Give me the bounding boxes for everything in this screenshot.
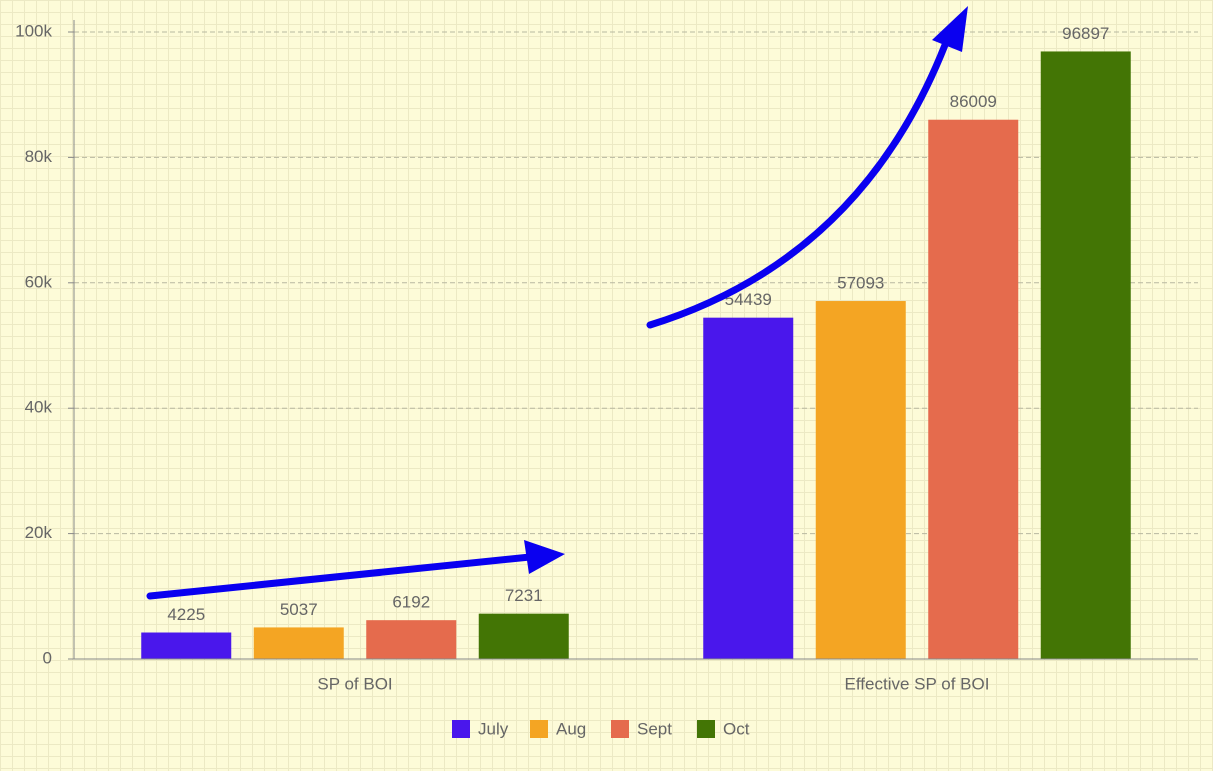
y-tick-label: 100k	[15, 21, 52, 40]
legend-label: Aug	[556, 719, 586, 738]
y-tick-label: 80k	[25, 147, 53, 166]
bar	[253, 627, 344, 659]
y-tick-label: 60k	[25, 272, 53, 291]
y-tick-label: 20k	[25, 523, 53, 542]
legend-swatch	[697, 720, 715, 738]
x-tick-label: SP of BOI	[317, 674, 392, 693]
bar	[141, 632, 232, 659]
trend-arrow	[146, 540, 565, 600]
value-label: 4225	[167, 605, 205, 624]
bar	[366, 620, 457, 659]
y-tick-label: 0	[43, 648, 52, 667]
plot: 0 20k 40k 60k 80k 100k SP of BOI 4225 5037 6192 72…	[15, 21, 1198, 738]
legend-swatch	[452, 720, 470, 738]
legend-label: Sept	[637, 719, 672, 738]
value-label: 86009	[950, 92, 997, 111]
bar	[815, 301, 906, 659]
value-label: 57093	[837, 274, 884, 293]
legend-label: July	[478, 719, 509, 738]
value-label: 96897	[1062, 24, 1109, 43]
legend-swatch	[530, 720, 548, 738]
legend-label: Oct	[723, 719, 750, 738]
bar	[478, 613, 569, 659]
value-label: 6192	[392, 593, 430, 612]
value-label: 7231	[505, 586, 543, 605]
value-label: 5037	[280, 600, 318, 619]
legend-swatch	[611, 720, 629, 738]
bar	[928, 119, 1019, 659]
value-label: 54439	[725, 290, 772, 309]
trend-arrow	[646, 6, 968, 329]
bar	[703, 317, 794, 659]
y-tick-label: 40k	[25, 398, 53, 417]
bar	[1040, 51, 1131, 659]
x-tick-label: Effective SP of BOI	[845, 674, 990, 693]
